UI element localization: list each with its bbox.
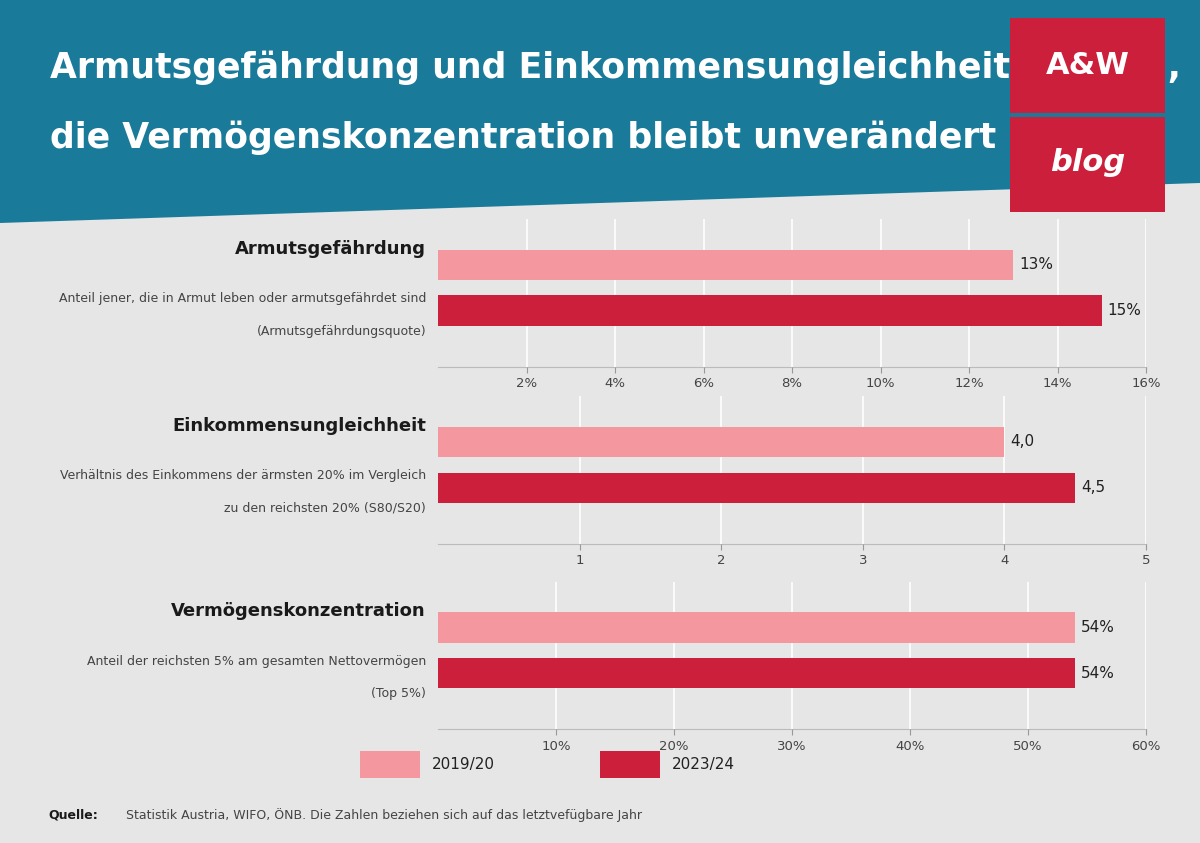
Text: Armutsgefährdung und Einkommensungleichheit steigen,: Armutsgefährdung und Einkommensungleichh… xyxy=(50,51,1181,85)
Bar xyxy=(438,612,1075,642)
Text: (Armutsgefährdungsquote): (Armutsgefährdungsquote) xyxy=(257,325,426,338)
Text: Quelle:: Quelle: xyxy=(48,809,97,822)
Text: Verhältnis des Einkommens der ärmsten 20% im Vergleich: Verhältnis des Einkommens der ärmsten 20… xyxy=(60,470,426,482)
Text: Einkommensungleichheit: Einkommensungleichheit xyxy=(172,416,426,435)
Bar xyxy=(1010,117,1165,212)
Text: Statistik Austria, WIFO, ÖNB. Die Zahlen beziehen sich auf das letztvefügbare Ja: Statistik Austria, WIFO, ÖNB. Die Zahlen… xyxy=(126,808,642,822)
Text: 54%: 54% xyxy=(1081,666,1115,681)
Text: Vermögenskonzentration: Vermögenskonzentration xyxy=(172,602,426,620)
Text: 4,0: 4,0 xyxy=(1010,434,1034,449)
Text: A&W: A&W xyxy=(1045,51,1129,80)
Text: 13%: 13% xyxy=(1019,257,1052,272)
Polygon shape xyxy=(0,0,1200,223)
Text: blog: blog xyxy=(1050,148,1126,177)
Bar xyxy=(360,751,420,778)
Text: Anteil der reichsten 5% am gesamten Nettovermögen: Anteil der reichsten 5% am gesamten Nett… xyxy=(86,655,426,668)
Bar xyxy=(1010,18,1165,113)
Bar xyxy=(600,751,660,778)
Text: 15%: 15% xyxy=(1108,303,1141,319)
Text: die Vermögenskonzentration bleibt unverändert hoch: die Vermögenskonzentration bleibt unverä… xyxy=(50,121,1103,155)
Text: 2019/20: 2019/20 xyxy=(432,757,496,772)
Bar xyxy=(438,658,1075,689)
Text: 4,5: 4,5 xyxy=(1081,481,1105,496)
Bar xyxy=(438,250,1013,280)
Text: Armutsgefährdung: Armutsgefährdung xyxy=(235,239,426,258)
Text: (Top 5%): (Top 5%) xyxy=(371,687,426,701)
Bar xyxy=(438,427,1004,457)
Bar xyxy=(438,296,1102,326)
Text: zu den reichsten 20% (S80/S20): zu den reichsten 20% (S80/S20) xyxy=(224,502,426,515)
Text: Anteil jener, die in Armut leben oder armutsgefährdet sind: Anteil jener, die in Armut leben oder ar… xyxy=(59,293,426,305)
Text: 54%: 54% xyxy=(1081,620,1115,635)
Bar xyxy=(438,473,1075,503)
Text: 2023/24: 2023/24 xyxy=(672,757,734,772)
